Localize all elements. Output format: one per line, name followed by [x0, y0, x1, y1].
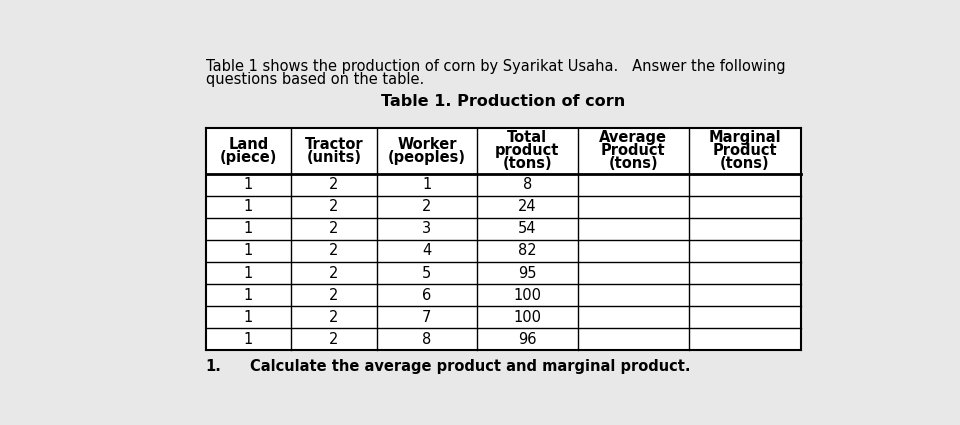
- Text: 7: 7: [422, 310, 432, 325]
- Bar: [205, 128, 801, 351]
- Text: 1.: 1.: [205, 359, 222, 374]
- Text: Calculate the average product and marginal product.: Calculate the average product and margin…: [251, 359, 690, 374]
- Text: Tractor: Tractor: [304, 137, 363, 152]
- Text: 2: 2: [329, 221, 339, 236]
- Text: 8: 8: [522, 177, 532, 192]
- Text: Land: Land: [228, 137, 269, 152]
- Text: 1: 1: [422, 177, 432, 192]
- Text: 100: 100: [514, 310, 541, 325]
- Text: 1: 1: [244, 288, 253, 303]
- Text: Marginal: Marginal: [708, 130, 781, 145]
- Text: Product: Product: [712, 143, 778, 158]
- Text: 1: 1: [244, 310, 253, 325]
- Text: 2: 2: [422, 199, 432, 214]
- Text: 1: 1: [244, 332, 253, 347]
- Text: 2: 2: [329, 310, 339, 325]
- Text: 1: 1: [244, 221, 253, 236]
- Text: 100: 100: [514, 288, 541, 303]
- Text: Total: Total: [507, 130, 547, 145]
- Text: (peoples): (peoples): [388, 150, 466, 165]
- Text: 96: 96: [518, 332, 537, 347]
- Text: 2: 2: [329, 332, 339, 347]
- Text: 1: 1: [244, 266, 253, 280]
- Text: 2: 2: [329, 288, 339, 303]
- Text: 1: 1: [244, 177, 253, 192]
- Text: 2: 2: [329, 177, 339, 192]
- Text: (tons): (tons): [720, 156, 770, 171]
- Text: (piece): (piece): [220, 150, 277, 165]
- Text: (tons): (tons): [609, 156, 659, 171]
- Text: product: product: [495, 143, 560, 158]
- Text: Worker: Worker: [397, 137, 457, 152]
- Text: 2: 2: [329, 266, 339, 280]
- Text: (tons): (tons): [502, 156, 552, 171]
- Text: Product: Product: [601, 143, 665, 158]
- Text: (units): (units): [306, 150, 361, 165]
- Text: 4: 4: [422, 244, 432, 258]
- Text: 95: 95: [518, 266, 537, 280]
- Text: 24: 24: [518, 199, 537, 214]
- Text: Table 1. Production of corn: Table 1. Production of corn: [381, 94, 625, 108]
- Text: Average: Average: [599, 130, 667, 145]
- Text: 5: 5: [422, 266, 432, 280]
- Text: 2: 2: [329, 244, 339, 258]
- Text: 1: 1: [244, 199, 253, 214]
- Text: 3: 3: [422, 221, 431, 236]
- Text: 8: 8: [422, 332, 432, 347]
- Text: questions based on the table.: questions based on the table.: [205, 72, 423, 87]
- Text: 2: 2: [329, 199, 339, 214]
- Text: 6: 6: [422, 288, 432, 303]
- Text: 1: 1: [244, 244, 253, 258]
- Text: 82: 82: [518, 244, 537, 258]
- Text: Table 1 shows the production of corn by Syarikat Usaha.   Answer the following: Table 1 shows the production of corn by …: [205, 59, 785, 74]
- Text: 54: 54: [518, 221, 537, 236]
